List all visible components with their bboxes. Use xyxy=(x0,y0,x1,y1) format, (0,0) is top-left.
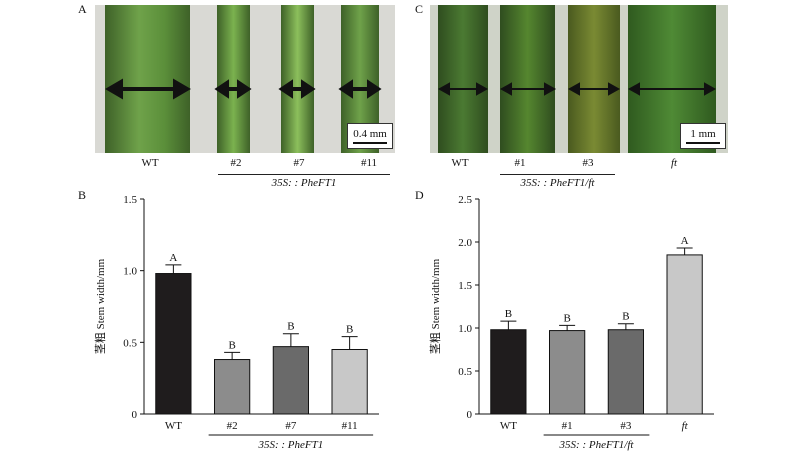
genotype-label-a: 35S: : PheFT1 xyxy=(271,177,337,189)
y-tick-label-d-1: 0.5 xyxy=(458,366,472,378)
photo-label-c-1: #1 xyxy=(514,157,526,169)
genotype-label-b: 35S: : PheFT1 xyxy=(257,439,323,451)
bar-d-2 xyxy=(607,329,644,415)
category-label-d-1: #1 xyxy=(562,420,573,432)
panel-letter-d: D xyxy=(415,188,424,202)
bar-d-1 xyxy=(549,330,586,415)
bar-b-2 xyxy=(272,346,309,415)
photo-label-c-3: #3 xyxy=(582,157,594,169)
y-tick-label-b-0: 0 xyxy=(132,409,138,421)
significance-label-b-2: B xyxy=(287,321,294,333)
photo-label-a-2: #2 xyxy=(230,157,242,169)
genotype-label-d: 35S: : PheFT1/ft xyxy=(559,439,635,451)
scale-bar-a: 0.4 mm xyxy=(347,123,393,149)
bar-d-0 xyxy=(490,329,527,415)
category-label-b-0: WT xyxy=(165,420,182,432)
scale-text-c: 1 mm xyxy=(690,128,716,140)
y-tick-label-d-5: 2.5 xyxy=(458,194,472,206)
category-label-d-2: #3 xyxy=(620,420,632,432)
y-tick-label-b-2: 1.0 xyxy=(123,266,137,278)
y-tick-label-d-3: 1.5 xyxy=(458,280,472,292)
stem-photo-a: 0.4 mm xyxy=(95,5,395,153)
category-label-d-0: WT xyxy=(500,420,517,432)
scale-line-a xyxy=(353,142,387,144)
category-label-b-2: #7 xyxy=(285,420,297,432)
significance-label-b-1: B xyxy=(228,339,235,351)
significance-label-d-0: B xyxy=(505,308,512,320)
category-label-b-3: #11 xyxy=(342,420,358,432)
stem-wt-c xyxy=(438,5,488,153)
panel-letter-c: C xyxy=(415,2,424,16)
photo-label-a-7: #7 xyxy=(293,157,305,169)
significance-label-d-2: B xyxy=(622,311,629,323)
group-line-c xyxy=(500,174,615,175)
width-arrows-c xyxy=(437,82,717,96)
significance-label-b-0: A xyxy=(169,252,177,264)
bar-b-3 xyxy=(331,349,368,415)
category-label-d-3: ft xyxy=(682,420,689,432)
panel-letter-a: A xyxy=(78,2,87,16)
width-arrows-a xyxy=(105,78,382,100)
stem-2-a xyxy=(217,5,250,153)
scale-line-c xyxy=(686,142,720,144)
stem-1-c xyxy=(500,5,555,153)
y-tick-label-d-4: 2.0 xyxy=(458,237,472,249)
y-tick-label-d-2: 1.0 xyxy=(458,323,472,335)
photo-label-a-wt: WT xyxy=(141,157,159,169)
photo-label-c-ft: ft xyxy=(670,157,678,169)
panel-letter-b: B xyxy=(78,188,87,202)
y-axis-label-b: 茎粗 Stem width/mm xyxy=(94,258,107,354)
stem-3-c xyxy=(568,5,620,153)
bar-d-3 xyxy=(666,254,703,415)
significance-label-d-3: A xyxy=(681,235,689,247)
photo-label-a-11: #11 xyxy=(360,157,378,169)
bar-chart-d: 0 0.5 1.0 1.5 2.0 2.5 茎粗 Stem width/mm B WT B #1 B #… xyxy=(429,194,714,451)
significance-label-d-1: B xyxy=(563,312,570,324)
stem-wt-a xyxy=(105,5,190,153)
y-tick-label-b-3: 1.5 xyxy=(123,194,137,206)
scale-bar-c: 1 mm xyxy=(680,123,726,149)
significance-label-b-3: B xyxy=(346,324,353,336)
genotype-label-c: 35S: : PheFT1/ft xyxy=(520,177,595,189)
scale-text-a: 0.4 mm xyxy=(353,128,387,140)
y-axis-label-d: 茎粗 Stem width/mm xyxy=(429,258,442,354)
y-tick-label-d-0: 0 xyxy=(467,409,473,421)
photo-label-c-wt: WT xyxy=(451,157,469,169)
bar-b-1 xyxy=(214,359,251,415)
stem-7-a xyxy=(281,5,314,153)
stem-photo-c: 1 mm xyxy=(430,5,728,153)
group-line-a xyxy=(218,174,390,175)
bar-chart-b: 0 0.5 1.0 1.5 茎粗 Stem width/mm A WT B #2 B #7 B #11 3… xyxy=(94,194,379,451)
bar-b-0 xyxy=(155,273,192,415)
y-tick-label-b-1: 0.5 xyxy=(123,337,137,349)
category-label-b-1: #2 xyxy=(227,420,238,432)
